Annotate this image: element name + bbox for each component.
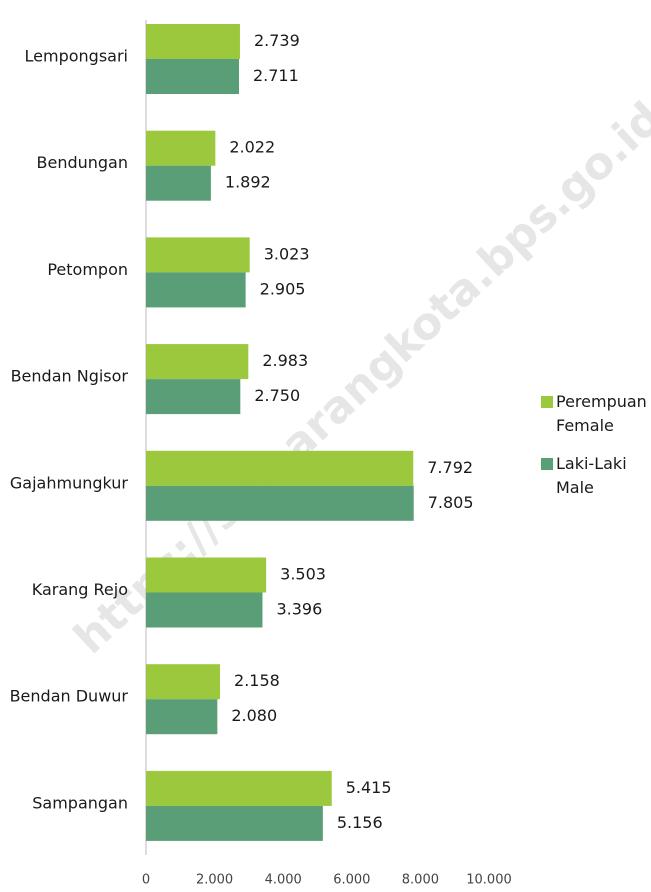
bar xyxy=(146,24,240,59)
x-tick-label: 2.000 xyxy=(196,873,233,888)
x-tick-label: 6.000 xyxy=(333,873,370,888)
bar xyxy=(146,165,211,201)
value-label: 3.396 xyxy=(276,600,322,619)
value-label: 5.156 xyxy=(337,813,383,832)
category-label: Bendan Ngisor xyxy=(11,367,129,386)
bar xyxy=(146,379,241,415)
value-label: 7.792 xyxy=(427,458,473,477)
value-label: 3.023 xyxy=(264,244,310,263)
bar xyxy=(146,805,323,841)
value-label: 5.415 xyxy=(346,778,392,797)
bar xyxy=(146,557,267,593)
value-label: 2.983 xyxy=(262,351,308,370)
bar xyxy=(146,344,249,380)
bar xyxy=(146,130,216,166)
category-label: Karang Rejo xyxy=(32,580,128,599)
x-tick-label: 8.000 xyxy=(402,873,439,888)
value-label: 1.892 xyxy=(225,173,271,192)
x-tick-label: 4.000 xyxy=(265,873,302,888)
bar xyxy=(146,485,414,521)
value-label: 2.711 xyxy=(253,66,299,85)
value-label: 2.158 xyxy=(234,671,280,690)
value-label: 2.905 xyxy=(260,279,306,298)
category-label: Bendan Duwur xyxy=(10,687,129,706)
value-label: 2.022 xyxy=(229,138,275,157)
bar xyxy=(146,272,246,308)
value-label: 2.739 xyxy=(254,31,300,50)
legend-swatch xyxy=(541,396,553,408)
bar xyxy=(146,699,218,735)
category-label: Bendungan xyxy=(37,153,129,172)
category-label: Lempongsari xyxy=(25,47,128,66)
bar xyxy=(146,59,239,94)
category-label: Sampangan xyxy=(32,793,128,812)
bar xyxy=(146,450,414,486)
x-tick-label: 0 xyxy=(142,873,150,888)
legend-label: Perempuan Female xyxy=(556,392,647,435)
legend-swatch xyxy=(541,458,553,470)
x-tick-label: 10.000 xyxy=(466,873,512,888)
bar xyxy=(146,664,221,700)
value-label: 2.080 xyxy=(231,706,277,725)
value-label: 3.503 xyxy=(280,565,326,584)
bar xyxy=(146,237,250,273)
category-label: Petompon xyxy=(47,260,128,279)
bar xyxy=(146,592,263,628)
value-label: 7.805 xyxy=(428,493,474,512)
bar xyxy=(146,770,332,806)
category-label: Gajahmungkur xyxy=(10,473,129,492)
value-label: 2.750 xyxy=(254,386,300,405)
legend-label: Laki-Laki Male xyxy=(556,454,627,497)
